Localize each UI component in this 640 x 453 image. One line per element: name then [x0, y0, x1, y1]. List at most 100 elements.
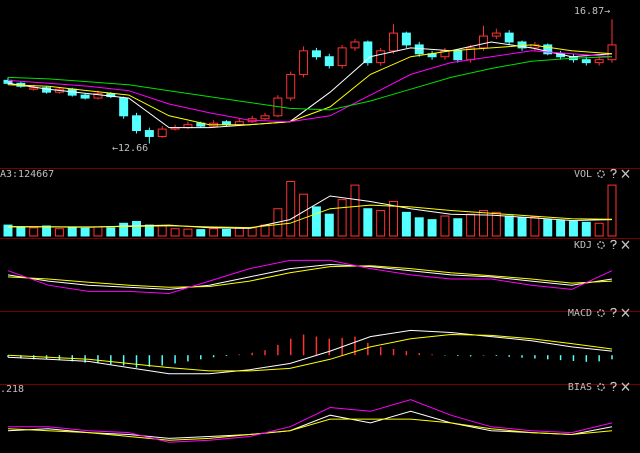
- candle-body: [93, 93, 103, 99]
- volume-bar: [157, 225, 167, 237]
- panel-icons[interactable]: [597, 239, 630, 250]
- candle-body: [350, 41, 360, 49]
- settings-icon[interactable]: [597, 170, 605, 178]
- help-icon[interactable]: [610, 239, 617, 250]
- candle-body: [144, 130, 154, 137]
- candle-body: [80, 94, 90, 99]
- volume-bar: [324, 213, 334, 237]
- candle-body: [157, 128, 167, 137]
- panel-icons[interactable]: [597, 381, 630, 392]
- volume-bar: [132, 220, 141, 237]
- indicator-line: [8, 399, 613, 443]
- candle-body: [324, 56, 334, 67]
- volume-bar: [594, 222, 604, 237]
- volume-bar: [286, 180, 296, 237]
- volume-bar: [144, 224, 154, 237]
- volume-bar: [54, 228, 64, 237]
- volume-bar: [607, 184, 617, 237]
- panel-title: MACD: [568, 308, 592, 319]
- candle-body: [29, 87, 39, 90]
- candle-body: [260, 115, 270, 120]
- candle-body: [42, 87, 52, 93]
- volume-bar: [350, 184, 360, 237]
- candle-body: [363, 41, 373, 64]
- volume-bar: [42, 225, 52, 237]
- price-annotation: ←12.66: [112, 143, 148, 154]
- candle-body: [286, 73, 296, 99]
- close-icon[interactable]: [621, 382, 630, 391]
- volume-bar: [453, 218, 463, 237]
- indicator-label: A3:124667: [0, 169, 54, 180]
- close-icon[interactable]: [621, 240, 630, 249]
- volume-bar: [389, 200, 399, 237]
- volume-bar: [530, 216, 540, 237]
- volume-bar: [504, 215, 514, 237]
- indicator-line: [7, 265, 613, 288]
- volume-bar: [568, 220, 578, 237]
- indicator-line: [7, 410, 613, 439]
- volume-bar: [401, 211, 411, 237]
- volume-bar: [491, 211, 501, 237]
- candle-body: [337, 47, 347, 67]
- volume-bar: [517, 217, 527, 237]
- help-icon[interactable]: [610, 307, 617, 318]
- candle-body: [594, 59, 604, 64]
- volume-bar: [80, 227, 90, 237]
- candle-body: [491, 32, 501, 37]
- panel-icons[interactable]: [597, 168, 630, 179]
- volume-bar: [363, 208, 373, 237]
- candle-body: [479, 35, 488, 49]
- candle-body: [132, 115, 141, 132]
- volume-bar: [311, 206, 321, 237]
- candle-body: [414, 44, 424, 55]
- candle-body: [376, 50, 386, 64]
- volume-bar: [183, 228, 193, 237]
- close-icon[interactable]: [621, 169, 630, 178]
- volume-bar: [234, 227, 244, 237]
- volume-bar: [556, 220, 566, 237]
- volume-bar: [440, 215, 450, 237]
- candle-body: [453, 50, 463, 61]
- indicator-line: [7, 204, 613, 229]
- help-icon[interactable]: [610, 381, 617, 392]
- volume-bar: [479, 210, 488, 237]
- volume-bar: [29, 227, 39, 237]
- candle-body: [401, 32, 411, 46]
- candle-body: [299, 50, 309, 75]
- volume-bar: [209, 228, 219, 237]
- indicator-line: [7, 41, 613, 129]
- volume-bar: [221, 228, 231, 237]
- volume-bar: [337, 199, 347, 237]
- candle-body: [543, 44, 553, 55]
- panel-title: VOL: [574, 169, 592, 180]
- panel-icons[interactable]: [597, 307, 630, 318]
- volume-bar: [581, 221, 591, 237]
- price-annotation: 16.87→: [574, 6, 610, 17]
- candle-body: [311, 50, 321, 58]
- candle-body: [581, 59, 591, 64]
- volume-bar: [3, 224, 13, 237]
- indicator-line: [7, 50, 613, 123]
- indicator-line: [7, 333, 613, 372]
- panel-title: KDJ: [574, 240, 592, 251]
- settings-icon[interactable]: [597, 309, 605, 317]
- volume-bar: [67, 226, 77, 237]
- volume-bar: [196, 229, 206, 237]
- panel-title: BIAS: [568, 382, 592, 393]
- volume-bar: [16, 226, 26, 237]
- close-icon[interactable]: [621, 308, 630, 317]
- volume-bar: [466, 213, 476, 237]
- volume-bar: [247, 227, 257, 237]
- indicator-line: [7, 263, 613, 290]
- indicator-line: [7, 56, 613, 111]
- indicator-line: [7, 329, 613, 375]
- candle-body: [119, 97, 129, 117]
- help-icon[interactable]: [610, 168, 617, 179]
- indicator-label: .218: [0, 384, 24, 395]
- settings-icon[interactable]: [597, 383, 605, 391]
- settings-icon[interactable]: [597, 241, 605, 249]
- candle-body: [504, 32, 514, 43]
- candle-body: [106, 93, 116, 98]
